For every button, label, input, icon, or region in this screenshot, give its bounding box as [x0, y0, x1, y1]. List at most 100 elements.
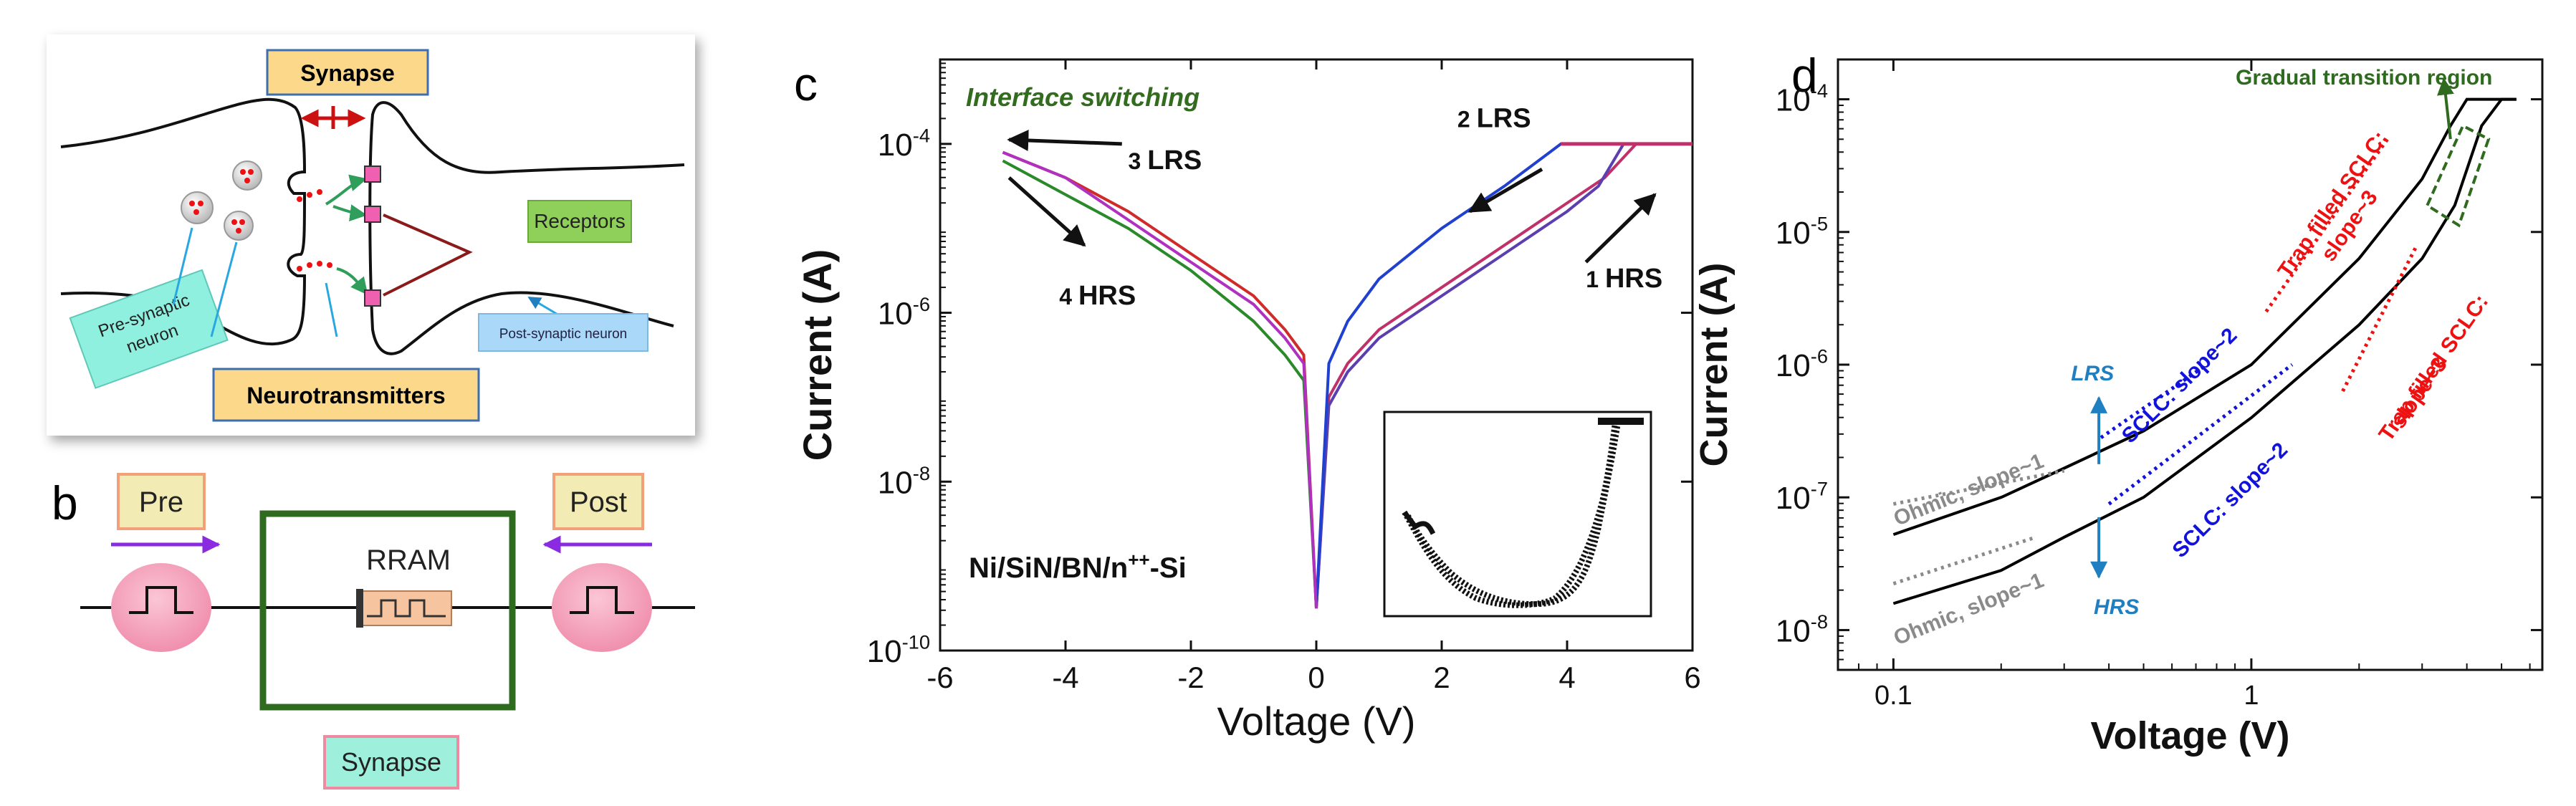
- rram-pulse-icon: [367, 599, 446, 618]
- synapse-caption-box: [323, 735, 459, 790]
- ohmic-fit-bottom: [1892, 535, 2036, 585]
- inset-loop-2: [1402, 422, 1618, 608]
- inset-frame-c: [1383, 411, 1652, 618]
- rram-label: RRAM: [366, 544, 451, 576]
- x-axis-label-c: Voltage (V): [1217, 699, 1415, 744]
- post-synaptic-label-box: [478, 313, 648, 352]
- sclc-label-bottom: SCLC: slope~2: [2168, 438, 2293, 562]
- y-tick-label-d: 10-4: [1776, 80, 1828, 117]
- synapse-caption: Synapse: [341, 747, 441, 777]
- x-tick-label-c: -2: [1177, 661, 1204, 694]
- pre-label-box: [117, 473, 206, 530]
- receptors-label-box: [527, 200, 632, 243]
- vesicle-3: [224, 211, 254, 241]
- receptor-3: [364, 289, 381, 307]
- x-axis-label-d: Voltage (V): [2090, 714, 2289, 757]
- y-tick-label-c: 10-6: [878, 293, 930, 331]
- inset-loop-3: [1402, 510, 1436, 535]
- state-label-c-3: 3 LRS: [1129, 145, 1202, 176]
- post-pulse-bubble: [552, 563, 652, 652]
- lrs-label-d: LRS: [2071, 362, 2114, 385]
- series-d-hrs: [1892, 97, 2517, 605]
- pre-pulse-icon: [129, 586, 193, 614]
- x-tick-label-d: 1: [2244, 681, 2259, 711]
- rram-electrode: [356, 589, 363, 628]
- neurotransmitter-dots: [297, 189, 332, 272]
- y-tick-label-d: 10-6: [1776, 345, 1828, 383]
- neurotransmitters-label: Neurotransmitters: [246, 383, 445, 408]
- x-tick-label-c: -4: [1052, 661, 1078, 694]
- receptor-2: [364, 206, 381, 223]
- chart-d-title: Gradual transition region: [2236, 66, 2492, 90]
- y-axis-label-d: Current (A): [1692, 263, 1735, 467]
- x-tick-label-c: 6: [1684, 661, 1700, 694]
- pre-label: Pre: [139, 486, 183, 518]
- arrow-c-3: [1007, 129, 1122, 151]
- pre-pointer-2: [210, 241, 238, 337]
- transition-arrow: [2437, 77, 2454, 140]
- x-tick-label-d: 0.1: [1874, 681, 1912, 711]
- series-d-lrs: [1892, 97, 2517, 536]
- chart-d: 0.1 1 10-8 10-7 10-6 10-5 10-4 Voltage (V) Curre…: [1692, 58, 2544, 757]
- post-synaptic-membrane: [368, 101, 685, 355]
- ohmic-fit-top: [1892, 469, 2065, 506]
- y-tick-label-c: 10-4: [878, 124, 930, 162]
- synapse-frame: [259, 510, 516, 711]
- transition-region-box: [2425, 123, 2491, 228]
- hrs-label-d: HRS: [2094, 595, 2139, 619]
- panel-b-diagram: Pre Post RRAM Synapse: [80, 473, 695, 790]
- inset-loop-1: [1405, 422, 1621, 608]
- post-pulse-icon: [570, 586, 634, 614]
- trap-fit-bottom: [2341, 244, 2419, 393]
- device-label-c: Ni/SiN/BN/n++-Si: [969, 549, 1187, 584]
- chart-c: -6 -4 -2 0 2 4 6 10-10 10-8 10-6 10-4 Voltage (V) Cu…: [795, 58, 1701, 744]
- arrow-c-2: [1467, 168, 1543, 214]
- rram-device: [358, 590, 452, 626]
- receptor-1: [364, 165, 381, 183]
- vesicle-1: [181, 191, 214, 224]
- pre-synaptic-label: Pre-synaptic neuron: [69, 269, 229, 389]
- y-axis-label-c: Current (A): [795, 249, 840, 461]
- post-pointer-2: [527, 296, 560, 317]
- pre-pointer-1: [172, 227, 193, 305]
- x-tick-label-c: 2: [1433, 661, 1450, 694]
- panel-label-d: d: [1791, 49, 1818, 102]
- series-c-5: [1002, 150, 1318, 609]
- x-tick-label-c: 4: [1558, 661, 1575, 694]
- panel-label-c: c: [794, 57, 818, 110]
- series-c-1: [1315, 142, 1692, 609]
- arrow-c-1: [1584, 193, 1657, 264]
- post-synaptic-label: Post-synaptic neuron: [499, 327, 628, 342]
- synapse-label: Synapse: [300, 60, 395, 86]
- y-tick-label-c: 10-8: [878, 462, 930, 500]
- receptors-label: Receptors: [534, 210, 626, 232]
- release-arrow-1: [325, 174, 368, 206]
- synapse-label-box: [266, 49, 429, 96]
- arrow-c-4: [1007, 176, 1086, 247]
- sclc-fit-bottom: [2107, 363, 2294, 506]
- x-tick-label-c: -6: [927, 661, 953, 694]
- chart-c-title: Interface switching: [966, 82, 1200, 112]
- post-label-box: [552, 473, 644, 530]
- series-c-4: [1002, 159, 1318, 609]
- trap-label-bottom-2: slope~3: [2386, 353, 2452, 433]
- y-tick-label-c: 10-10: [867, 631, 930, 669]
- pre-pulse-bubble: [111, 563, 211, 652]
- state-label-c-1: 1 HRS: [1586, 264, 1662, 294]
- post-label: Post: [570, 486, 627, 518]
- ohmic-label-top: Ohmic, slope~1: [1890, 449, 2047, 531]
- panel-label-b: b: [52, 476, 78, 529]
- neurotransmitters-label-box: [212, 368, 480, 422]
- receptor-pointer: [383, 214, 473, 297]
- panel-a-diagram: Synapse Receptors Pre-synaptic neuron Po…: [47, 34, 695, 436]
- y-tick-label-d: 10-7: [1776, 478, 1828, 516]
- vesicle-2: [232, 160, 262, 191]
- y-tick-label-d: 10-5: [1776, 212, 1828, 250]
- y-tick-label-d: 10-8: [1776, 610, 1828, 648]
- state-label-c-2: 2 LRS: [1457, 103, 1531, 133]
- series-c-0: [1315, 142, 1692, 609]
- state-label-c-4: 4 HRS: [1059, 281, 1136, 311]
- post-pointer: [325, 282, 338, 337]
- series-c-3: [1002, 150, 1318, 609]
